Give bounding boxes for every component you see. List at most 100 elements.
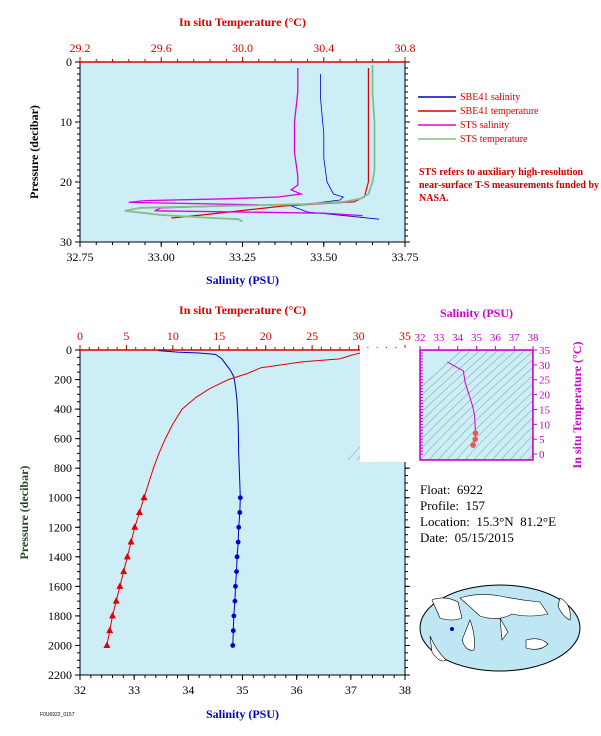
p2-salinity-marker	[234, 569, 239, 574]
p1-ytick-label: 10	[60, 115, 72, 129]
map-land	[499, 617, 509, 641]
p2-salinity-marker	[234, 554, 240, 560]
p2-temperature-marker	[131, 523, 139, 530]
p2-ytick-label: 600	[54, 432, 72, 446]
p2-salinity-marker	[237, 510, 243, 515]
p1-legend-label: STS salinity	[460, 120, 509, 131]
p2-salinity-marker	[236, 524, 242, 530]
p2-ytick-label: 1600	[48, 579, 72, 593]
p2-salinity-marker	[232, 598, 238, 604]
p3-deep-marker	[472, 436, 478, 442]
p2-salinity-marker	[233, 583, 238, 589]
p1-xtick-label: 33.25	[229, 250, 256, 264]
p2-temperature-marker	[120, 567, 128, 575]
p1-legend-label: SBE41 salinity	[460, 92, 520, 103]
float-position-marker	[450, 627, 454, 631]
p2-temperature-marker	[135, 508, 143, 515]
p2-temperature-marker	[123, 552, 131, 560]
map-land	[431, 597, 463, 621]
p2-salinity-marker	[237, 495, 243, 501]
p1-series-1	[171, 68, 369, 219]
location-info: Location: 15.3°N 81.2°E	[420, 514, 557, 529]
p3-deep-marker	[472, 430, 479, 437]
p2-xtick-label: 32	[74, 683, 86, 697]
profile-info: Profile: 157	[420, 498, 485, 513]
p2-ylabel: Pressure (decibar)	[17, 466, 31, 560]
footer-id: F0U6922_0157	[40, 712, 75, 718]
p3-xtick-label: 32	[415, 332, 426, 344]
p2-ytick-label: 1200	[48, 520, 72, 534]
p2-x2tick-label: 30	[353, 329, 365, 343]
p3-ytick-label: 20	[539, 390, 551, 402]
p3-ytick-label: 35	[539, 345, 551, 357]
p2-ytick-label: 1400	[48, 550, 72, 564]
p3-ytick-label: 15	[539, 404, 551, 416]
p2-xtick-label: 35	[237, 683, 249, 697]
ts-mask-top	[420, 320, 533, 350]
p2-series-0	[158, 350, 241, 646]
p2-ytick-label: 0	[66, 343, 72, 357]
float-info: Float: 6922	[420, 482, 483, 497]
p1-x2tick-label: 29.6	[151, 41, 172, 55]
p2-ytick-label: 800	[54, 461, 72, 475]
p2-salinity-marker	[231, 613, 237, 619]
p1-x2tick-label: 30.0	[232, 41, 253, 55]
p3-xtick-label: 37	[509, 332, 521, 344]
world-map-inset	[419, 584, 581, 672]
p2-x2tick-label: 25	[306, 329, 318, 343]
p1-xlabel: Salinity (PSU)	[206, 273, 279, 287]
p1-legend-label: STS temperature	[460, 134, 528, 145]
p1-x2tick-label: 30.4	[313, 41, 334, 55]
p1-xtick-label: 33.00	[148, 250, 175, 264]
p2-temperature-marker	[140, 493, 148, 501]
p2-temperature-marker	[109, 611, 116, 619]
p3-xtick-label: 35	[471, 332, 483, 344]
p2-salinity-marker	[235, 539, 241, 545]
p2-ytick-label: 1800	[48, 609, 72, 623]
p1-ytick-label: 20	[60, 175, 72, 189]
p2-series-1	[106, 350, 369, 646]
p1-series-2	[128, 68, 363, 217]
p2-x2tick-label: 10	[167, 329, 179, 343]
p3-ytick-label: 30	[539, 360, 551, 372]
map-land	[459, 594, 549, 619]
p2-xtick-label: 37	[345, 683, 357, 697]
map-land	[461, 619, 475, 651]
map-land	[429, 635, 447, 662]
p1-x2tick-label: 29.2	[70, 41, 91, 55]
p3-ytick-label: 5	[539, 434, 545, 446]
p2-x2tick-label: 35	[399, 329, 411, 343]
p1-x2tick-label: 30.8	[395, 41, 416, 55]
p2-xtick-label: 33	[128, 683, 140, 697]
p1-x2label: In situ Temperature (°C)	[179, 15, 306, 29]
p2-salinity-marker	[230, 628, 236, 634]
p2-x2tick-label: 5	[123, 329, 129, 343]
p3-xtick-label: 33	[433, 332, 445, 344]
p1-xtick-label: 33.50	[310, 250, 337, 264]
p2-x2tick-label: 0	[77, 329, 83, 343]
p3-xtick-label: 38	[528, 332, 540, 344]
sts-note: STS refers to auxiliary high-resolution …	[419, 167, 600, 204]
p2-temperature-marker	[112, 597, 120, 604]
map-land	[525, 638, 549, 650]
p2-x2tick-label: 15	[213, 329, 225, 343]
p1-ylabel: Pressure (decibar)	[27, 105, 41, 199]
map-land	[557, 597, 571, 621]
p2-ytick-label: 2200	[48, 668, 72, 682]
ts-mask-bottom	[420, 460, 533, 500]
ts-contour	[428, 344, 550, 461]
p2-x2label: In situ Temperature (°C)	[179, 303, 306, 317]
p1-ytick-label: 30	[60, 235, 72, 249]
p2-ytick-label: 1000	[48, 491, 72, 505]
p2-temperature-marker	[127, 538, 135, 545]
plot2-area	[79, 349, 406, 676]
p2-ytick-label: 2000	[48, 638, 72, 652]
p3-xtick-label: 36	[490, 332, 502, 344]
p2-xlabel: Salinity (PSU)	[206, 707, 279, 721]
p2-xtick-label: 36	[291, 683, 303, 697]
p2-ytick-label: 200	[54, 373, 72, 387]
p3-ylabel: In situ Temperature (°C)	[570, 342, 584, 469]
p2-x2tick-label: 20	[260, 329, 272, 343]
p3-ytick-label: 10	[539, 419, 551, 431]
